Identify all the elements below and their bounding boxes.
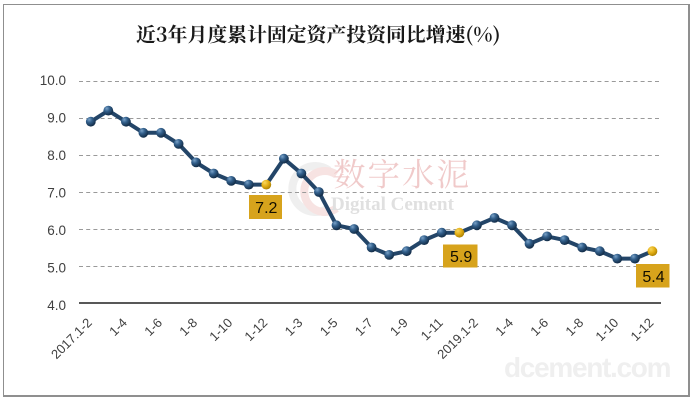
svg-text:8.0: 8.0 xyxy=(47,148,66,163)
svg-text:1-3: 1-3 xyxy=(282,315,306,339)
svg-text:1-12: 1-12 xyxy=(241,315,270,344)
svg-text:1-5: 1-5 xyxy=(317,315,341,339)
svg-text:1-4: 1-4 xyxy=(106,315,130,339)
svg-text:7.0: 7.0 xyxy=(47,186,66,201)
svg-text:1-8: 1-8 xyxy=(176,315,200,339)
svg-text:10.0: 10.0 xyxy=(40,73,66,88)
svg-text:Digital Cement: Digital Cement xyxy=(331,194,455,215)
svg-text:2017.1-2: 2017.1-2 xyxy=(48,315,95,362)
svg-text:1-12: 1-12 xyxy=(628,315,657,344)
svg-text:1-6: 1-6 xyxy=(141,315,165,339)
svg-text:5.0: 5.0 xyxy=(47,260,66,275)
svg-text:9.0: 9.0 xyxy=(47,111,66,126)
svg-text:1-9: 1-9 xyxy=(387,315,411,339)
svg-text:6.0: 6.0 xyxy=(47,223,66,238)
svg-text:1-8: 1-8 xyxy=(562,315,586,339)
svg-text:5.4: 5.4 xyxy=(642,269,664,286)
svg-text:7.2: 7.2 xyxy=(255,200,277,217)
svg-text:dcement.com: dcement.com xyxy=(504,352,671,383)
svg-text:5.9: 5.9 xyxy=(450,249,472,266)
svg-text:1-10: 1-10 xyxy=(206,315,235,344)
svg-text:4.0: 4.0 xyxy=(47,298,66,313)
svg-text:1-11: 1-11 xyxy=(418,315,446,343)
svg-text:1-10: 1-10 xyxy=(592,315,621,344)
svg-text:1-6: 1-6 xyxy=(527,315,551,339)
svg-text:1-7: 1-7 xyxy=(352,315,376,339)
svg-text:1-4: 1-4 xyxy=(492,315,516,339)
